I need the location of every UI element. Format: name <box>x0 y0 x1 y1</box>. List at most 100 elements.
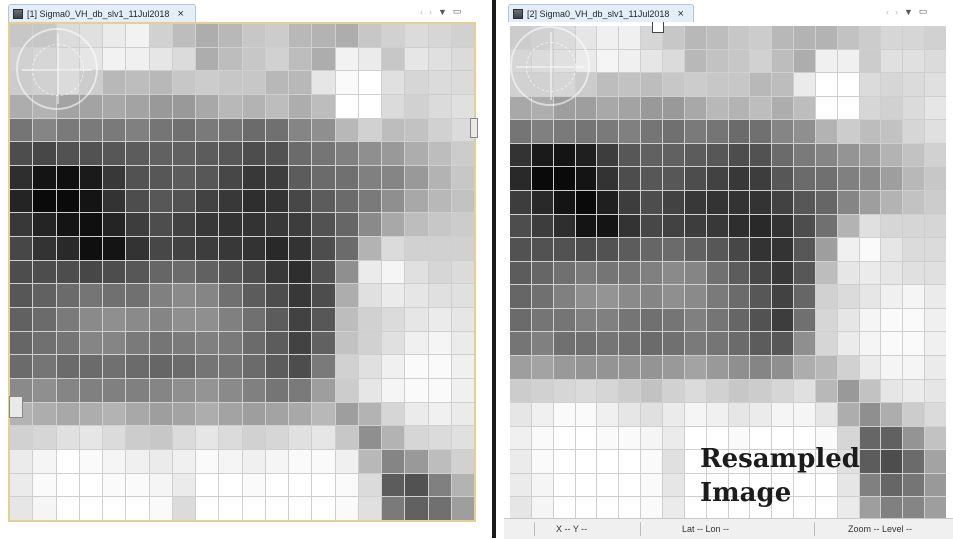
pixel-cell <box>815 73 837 96</box>
pixel-cell <box>684 214 706 238</box>
pixel-cell <box>641 450 662 473</box>
pixel-cell <box>10 94 33 118</box>
pixel-cell <box>903 73 925 96</box>
pixel-cell <box>772 332 794 355</box>
pixel-cell <box>196 402 219 426</box>
maximize-icon[interactable]: ▭ <box>918 6 928 16</box>
pixel-cell <box>815 190 837 214</box>
pixel-cell <box>815 355 837 379</box>
pixel-cell <box>553 261 575 285</box>
pixel-cell <box>881 285 903 308</box>
panel-divider[interactable] <box>492 0 496 538</box>
nav-forward-icon[interactable]: › <box>429 6 432 17</box>
pixel-cell <box>126 449 149 473</box>
pixel-cell <box>149 449 172 473</box>
pixel-cell <box>451 260 474 284</box>
pixel-cell <box>772 167 794 190</box>
pixel-cell <box>10 426 33 449</box>
pixel-cell <box>750 238 772 261</box>
close-tab-icon[interactable]: × <box>677 7 684 20</box>
pixel-cell <box>641 190 662 214</box>
pixel-cell <box>750 308 772 332</box>
pixel-cell <box>126 213 149 236</box>
pixel-cell <box>219 165 242 189</box>
pixel-cell <box>358 71 381 94</box>
maximize-icon[interactable]: ▭ <box>452 6 462 16</box>
view-menu-icon[interactable]: ▼ <box>438 6 447 17</box>
pixel-cell <box>575 473 597 497</box>
tab-sigma0-view-2[interactable]: [2] Sigma0_VH_db_slv1_11Jul2018 × <box>508 4 694 22</box>
pixel-cell <box>881 120 903 143</box>
pixel-cell <box>750 214 772 238</box>
nav-forward-icon[interactable]: › <box>895 6 898 17</box>
pixel-cell <box>815 261 837 285</box>
pixel-cell <box>172 378 195 402</box>
pixel-cell <box>925 73 946 96</box>
horizontal-scroll-handle[interactable] <box>9 396 23 418</box>
pixel-cell <box>265 189 288 213</box>
pixel-cell <box>641 426 662 450</box>
pixel-cell <box>750 332 772 355</box>
pixel-cell <box>79 378 102 402</box>
pixel-cell <box>219 355 242 378</box>
pixel-cell <box>597 261 619 285</box>
pixel-cell <box>312 142 335 165</box>
pixel-cell <box>103 307 126 331</box>
pixel-cell <box>750 96 772 120</box>
pixel-cell <box>619 403 641 426</box>
pixel-cell <box>728 497 750 520</box>
pixel-cell <box>925 49 946 73</box>
pixel-cell <box>925 120 946 143</box>
pixel-cell <box>56 426 79 449</box>
pixel-cell <box>289 307 312 331</box>
pixel-cell <box>10 284 33 307</box>
navigation-compass-icon[interactable] <box>510 26 590 106</box>
pixel-cell <box>219 402 242 426</box>
pixel-cell <box>510 450 531 473</box>
pixel-cell <box>903 26 925 49</box>
pixel-cell <box>242 47 265 71</box>
pixel-cell <box>684 379 706 403</box>
pixel-cell <box>358 47 381 71</box>
pixel-cell <box>312 449 335 473</box>
image-canvas[interactable] <box>510 26 946 520</box>
pixel-cell <box>33 307 56 331</box>
pixel-cell <box>772 261 794 285</box>
pixel-cell <box>335 426 358 449</box>
pixel-cell <box>312 307 335 331</box>
image-canvas[interactable] <box>8 22 476 522</box>
close-tab-icon[interactable]: × <box>177 7 184 20</box>
pixel-cell <box>903 403 925 426</box>
pixel-cell <box>815 120 837 143</box>
pixel-cell <box>358 307 381 331</box>
pixel-cell <box>641 473 662 497</box>
pixel-cell <box>312 94 335 118</box>
pixel-cell <box>510 167 531 190</box>
pixel-cell <box>837 308 859 332</box>
pixel-cell <box>772 49 794 73</box>
tab-sigma0-view-1[interactable]: [1] Sigma0_VH_db_slv1_11Jul2018 × <box>8 4 196 22</box>
vertical-scroll-handle[interactable] <box>470 118 478 138</box>
view-menu-icon[interactable]: ▼ <box>904 6 913 17</box>
pixel-cell <box>172 71 195 94</box>
pixel-cell <box>149 94 172 118</box>
pixel-cell <box>172 118 195 142</box>
navigation-compass-icon[interactable] <box>16 28 98 110</box>
pixel-cell <box>684 473 706 497</box>
pixel-cell <box>428 47 451 71</box>
pixel-cell <box>103 355 126 378</box>
pixel-cell <box>335 236 358 260</box>
pixel-cell <box>33 142 56 165</box>
pixel-cell <box>358 449 381 473</box>
nav-back-icon[interactable]: ‹ <box>886 6 889 17</box>
pixel-cell <box>33 236 56 260</box>
pixel-cell <box>859 261 881 285</box>
pixel-cell <box>772 450 794 473</box>
tab-title: [2] Sigma0_VH_db_slv1_11Jul2018 <box>527 8 670 19</box>
pixel-cell <box>79 426 102 449</box>
pixel-cell <box>358 142 381 165</box>
pixel-cell <box>79 284 102 307</box>
nav-back-icon[interactable]: ‹ <box>420 6 423 17</box>
pixel-cell <box>451 142 474 165</box>
pixel-cell <box>510 143 531 167</box>
